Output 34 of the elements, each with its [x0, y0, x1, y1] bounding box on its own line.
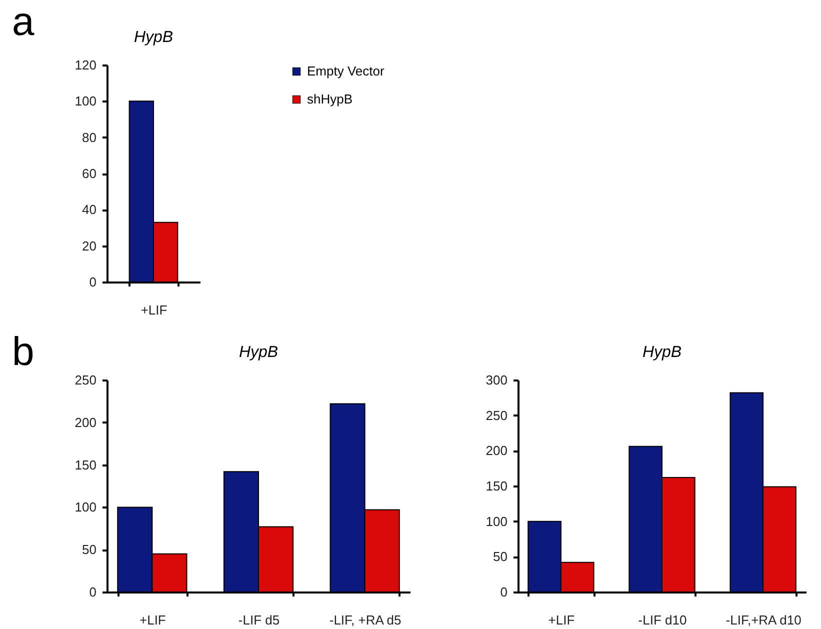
- text: a: [12, 0, 34, 44]
- y-tick-label: 0: [500, 584, 508, 600]
- y-tick-label: 300: [486, 372, 508, 388]
- x-tick-label: +LIF: [139, 612, 166, 628]
- y-tick-label: 100: [74, 94, 96, 109]
- y-tick-label: 80: [82, 130, 96, 145]
- y-tick-label: 250: [486, 408, 508, 423]
- y-tick-label: 40: [82, 202, 96, 218]
- y-tick-label: 50: [493, 549, 508, 564]
- legend-label: shHypB: [307, 92, 353, 106]
- y-tick-label: 0: [89, 274, 96, 290]
- x-tick-label: -LIF,+RA d10: [726, 612, 802, 628]
- x-tick-label: +LIF: [548, 612, 575, 628]
- y-tick-label: 50: [82, 542, 96, 558]
- x-tick-label: -LIF d5: [238, 612, 280, 628]
- y-tick-label: 100: [486, 514, 508, 529]
- y-tick-label: 150: [486, 478, 508, 494]
- x-tick-label: -LIF d10: [638, 612, 687, 628]
- x-tick-label: -LIF, +RA d5: [329, 612, 402, 628]
- y-tick-label: 200: [74, 414, 96, 430]
- text: b: [12, 330, 34, 374]
- y-tick-label: 20: [82, 238, 96, 254]
- y-tick-label: 250: [74, 372, 96, 388]
- x-tick-label: +LIF: [140, 302, 168, 318]
- legend-label: Empty Vector: [307, 64, 385, 78]
- y-tick-label: 60: [82, 166, 96, 181]
- y-tick-label: 0: [89, 584, 96, 600]
- chart-title: HypB: [238, 344, 278, 361]
- y-tick-label: 200: [486, 443, 508, 458]
- chart-title: HypB: [642, 344, 682, 361]
- y-tick-label: 100: [74, 500, 96, 515]
- y-tick-label: 150: [74, 457, 96, 472]
- chart-title: HypB: [134, 29, 174, 46]
- y-tick-label: 120: [74, 58, 96, 72]
